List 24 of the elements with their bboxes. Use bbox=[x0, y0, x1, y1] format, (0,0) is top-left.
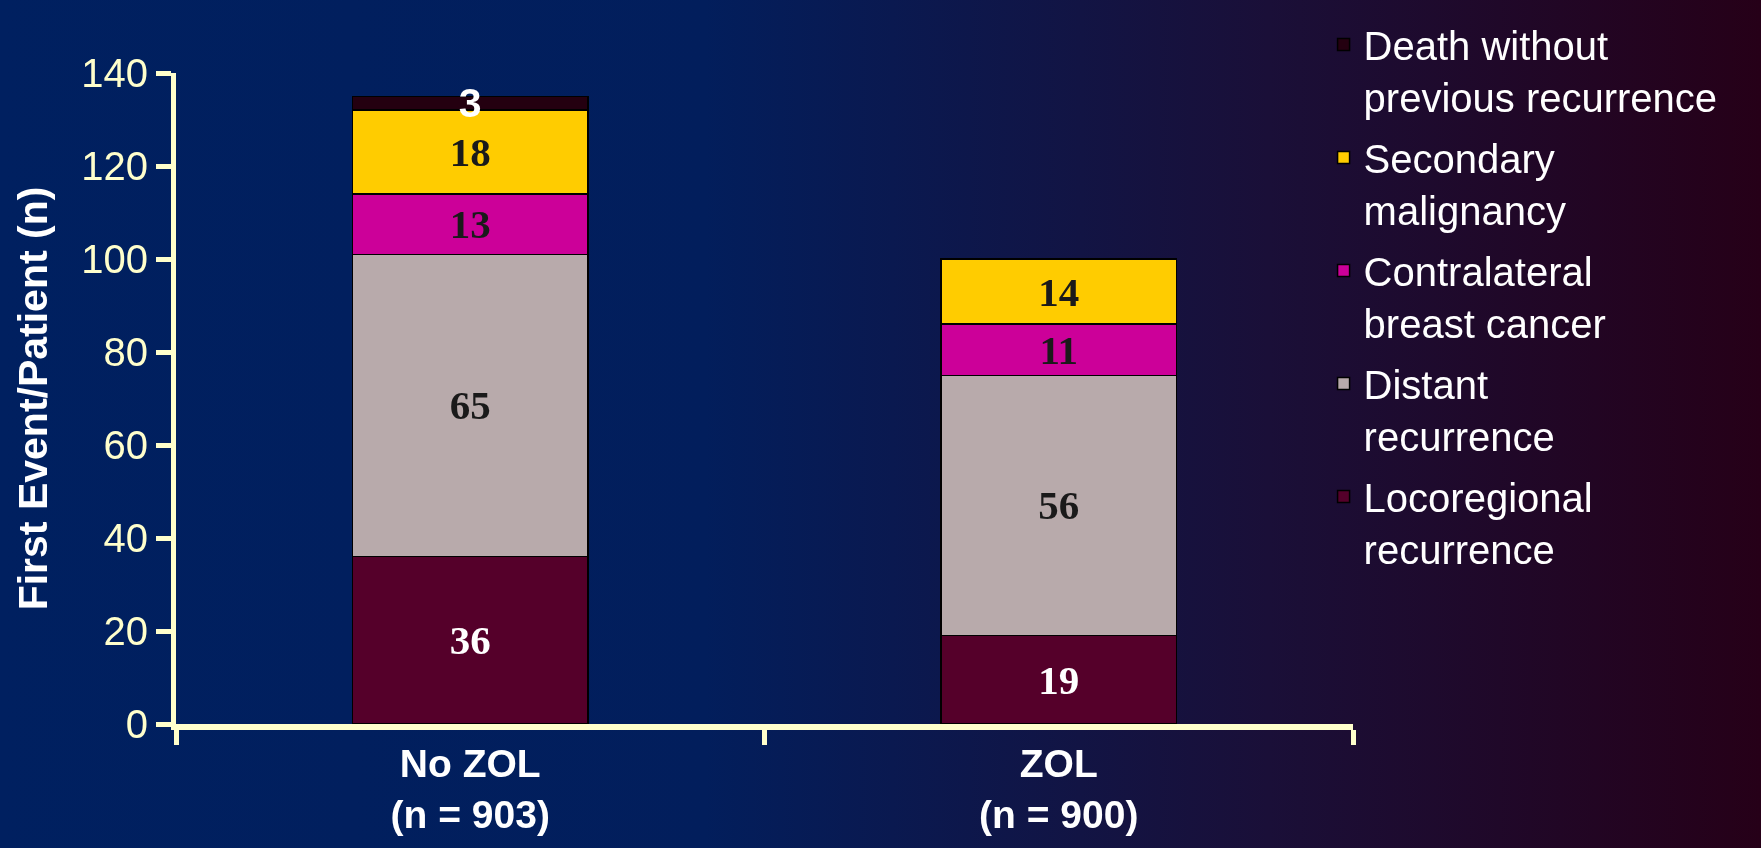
data-label: 14 bbox=[1038, 268, 1080, 315]
legend-label: Death without previous recurrence bbox=[1363, 23, 1718, 120]
y-tick-label: 140 bbox=[81, 51, 148, 95]
data-label: 13 bbox=[449, 201, 491, 248]
legend-label: Contralateral breast cancer bbox=[1363, 249, 1606, 346]
data-label: 18 bbox=[449, 129, 491, 176]
data-label: 65 bbox=[449, 382, 491, 429]
y-axis-title: First Event/Patient (n) bbox=[10, 186, 57, 611]
x-tick-label: ZOL (n = 900) bbox=[979, 741, 1139, 836]
y-tick-label: 60 bbox=[103, 423, 148, 467]
legend-label: Secondary malignancy bbox=[1363, 136, 1566, 233]
y-tick-label: 120 bbox=[81, 144, 148, 188]
data-label: 56 bbox=[1038, 482, 1080, 529]
data-label: 36 bbox=[449, 617, 491, 664]
y-tick-label: 40 bbox=[103, 516, 148, 560]
legend-label: Locoregional recurrence bbox=[1363, 475, 1593, 572]
y-tick-label: 0 bbox=[125, 702, 148, 746]
data-label: 19 bbox=[1038, 656, 1080, 703]
y-tick-label: 20 bbox=[103, 609, 148, 653]
data-label: 11 bbox=[1039, 326, 1079, 373]
legend-label: Distant recurrence bbox=[1363, 362, 1555, 459]
x-tick-label: No ZOL (n = 903) bbox=[390, 741, 550, 836]
y-tick-label: 80 bbox=[103, 330, 148, 374]
y-tick-label: 100 bbox=[81, 237, 148, 281]
